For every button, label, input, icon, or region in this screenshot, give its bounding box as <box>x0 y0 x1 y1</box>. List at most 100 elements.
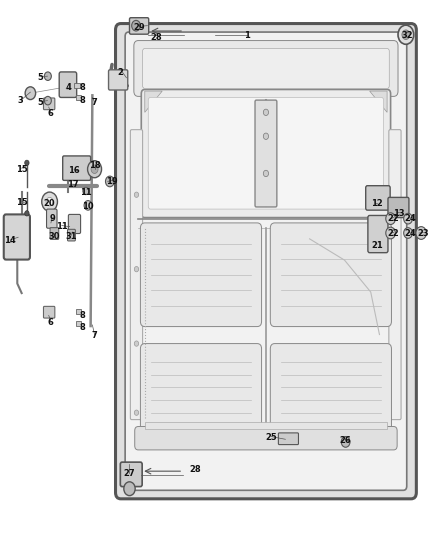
Text: 27: 27 <box>124 470 135 478</box>
Bar <box>76 309 81 314</box>
FancyBboxPatch shape <box>43 306 55 318</box>
FancyBboxPatch shape <box>134 41 398 96</box>
Text: 24: 24 <box>404 229 416 238</box>
FancyBboxPatch shape <box>141 90 391 217</box>
Circle shape <box>46 197 53 206</box>
Text: 19: 19 <box>106 177 118 186</box>
Text: 10: 10 <box>82 203 94 212</box>
Text: 24: 24 <box>404 214 416 223</box>
FancyBboxPatch shape <box>131 130 143 419</box>
Circle shape <box>134 266 139 272</box>
Text: 28: 28 <box>189 465 201 474</box>
Circle shape <box>134 192 139 197</box>
Text: 31: 31 <box>66 232 77 241</box>
Text: 22: 22 <box>388 229 399 238</box>
Circle shape <box>134 341 139 346</box>
FancyBboxPatch shape <box>366 185 390 210</box>
Circle shape <box>402 30 410 39</box>
FancyBboxPatch shape <box>68 214 81 233</box>
Circle shape <box>84 200 92 210</box>
FancyBboxPatch shape <box>388 197 409 217</box>
Circle shape <box>341 437 350 447</box>
Text: 14: 14 <box>4 237 15 246</box>
Text: 25: 25 <box>265 433 277 442</box>
FancyBboxPatch shape <box>50 228 59 239</box>
FancyBboxPatch shape <box>389 130 401 419</box>
FancyBboxPatch shape <box>148 98 384 209</box>
FancyBboxPatch shape <box>130 18 149 34</box>
Circle shape <box>83 187 89 195</box>
Text: 1: 1 <box>244 31 251 40</box>
Circle shape <box>44 72 51 80</box>
Circle shape <box>25 211 29 216</box>
FancyBboxPatch shape <box>279 433 298 445</box>
Text: 15: 15 <box>16 198 28 207</box>
FancyBboxPatch shape <box>145 422 387 429</box>
FancyBboxPatch shape <box>255 100 277 207</box>
Circle shape <box>25 160 29 165</box>
Circle shape <box>25 87 35 100</box>
Circle shape <box>124 482 135 496</box>
Bar <box>74 83 80 88</box>
Text: 5: 5 <box>37 98 43 107</box>
Text: 18: 18 <box>89 161 100 170</box>
FancyBboxPatch shape <box>116 23 417 499</box>
Text: 6: 6 <box>48 318 54 327</box>
Polygon shape <box>145 91 162 112</box>
FancyBboxPatch shape <box>46 209 57 228</box>
Text: 3: 3 <box>18 96 23 105</box>
Circle shape <box>386 227 396 239</box>
Text: 20: 20 <box>44 199 56 208</box>
Bar <box>76 321 81 326</box>
Circle shape <box>132 20 141 31</box>
Circle shape <box>91 165 98 173</box>
Text: 15: 15 <box>16 165 28 174</box>
FancyBboxPatch shape <box>43 98 55 110</box>
Text: 8: 8 <box>80 311 86 320</box>
Text: 2: 2 <box>118 68 124 77</box>
Text: 11: 11 <box>80 188 92 197</box>
FancyBboxPatch shape <box>59 72 77 98</box>
Circle shape <box>134 410 139 415</box>
Circle shape <box>416 227 426 239</box>
Text: 13: 13 <box>393 209 405 218</box>
Text: 12: 12 <box>371 199 383 208</box>
Circle shape <box>263 109 268 116</box>
FancyBboxPatch shape <box>368 215 388 253</box>
FancyBboxPatch shape <box>141 344 261 431</box>
Circle shape <box>42 192 57 211</box>
Text: 8: 8 <box>80 83 86 92</box>
Text: 5: 5 <box>37 73 43 82</box>
Circle shape <box>88 161 102 177</box>
FancyBboxPatch shape <box>125 32 407 490</box>
Text: 21: 21 <box>371 241 383 250</box>
Text: 17: 17 <box>67 180 78 189</box>
FancyBboxPatch shape <box>141 223 261 327</box>
FancyBboxPatch shape <box>120 462 142 487</box>
Text: 8: 8 <box>80 96 86 105</box>
Text: 7: 7 <box>92 98 97 107</box>
Text: 4: 4 <box>65 83 71 92</box>
Text: 23: 23 <box>417 229 429 238</box>
Circle shape <box>263 170 268 176</box>
Text: 6: 6 <box>48 109 54 118</box>
Text: 11: 11 <box>56 222 68 231</box>
Text: 22: 22 <box>388 214 399 223</box>
Circle shape <box>263 133 268 140</box>
Text: 9: 9 <box>49 214 55 223</box>
Circle shape <box>106 176 114 187</box>
Circle shape <box>398 25 414 44</box>
FancyBboxPatch shape <box>4 214 30 260</box>
FancyBboxPatch shape <box>109 70 128 90</box>
Bar <box>76 95 81 100</box>
FancyBboxPatch shape <box>270 223 392 327</box>
Text: 28: 28 <box>150 34 162 43</box>
Text: 7: 7 <box>92 331 97 340</box>
Text: 8: 8 <box>80 323 86 332</box>
Text: 16: 16 <box>68 166 80 175</box>
Text: 32: 32 <box>402 31 413 40</box>
FancyBboxPatch shape <box>135 426 397 450</box>
Circle shape <box>404 213 413 224</box>
FancyBboxPatch shape <box>67 229 75 241</box>
FancyBboxPatch shape <box>270 344 392 431</box>
